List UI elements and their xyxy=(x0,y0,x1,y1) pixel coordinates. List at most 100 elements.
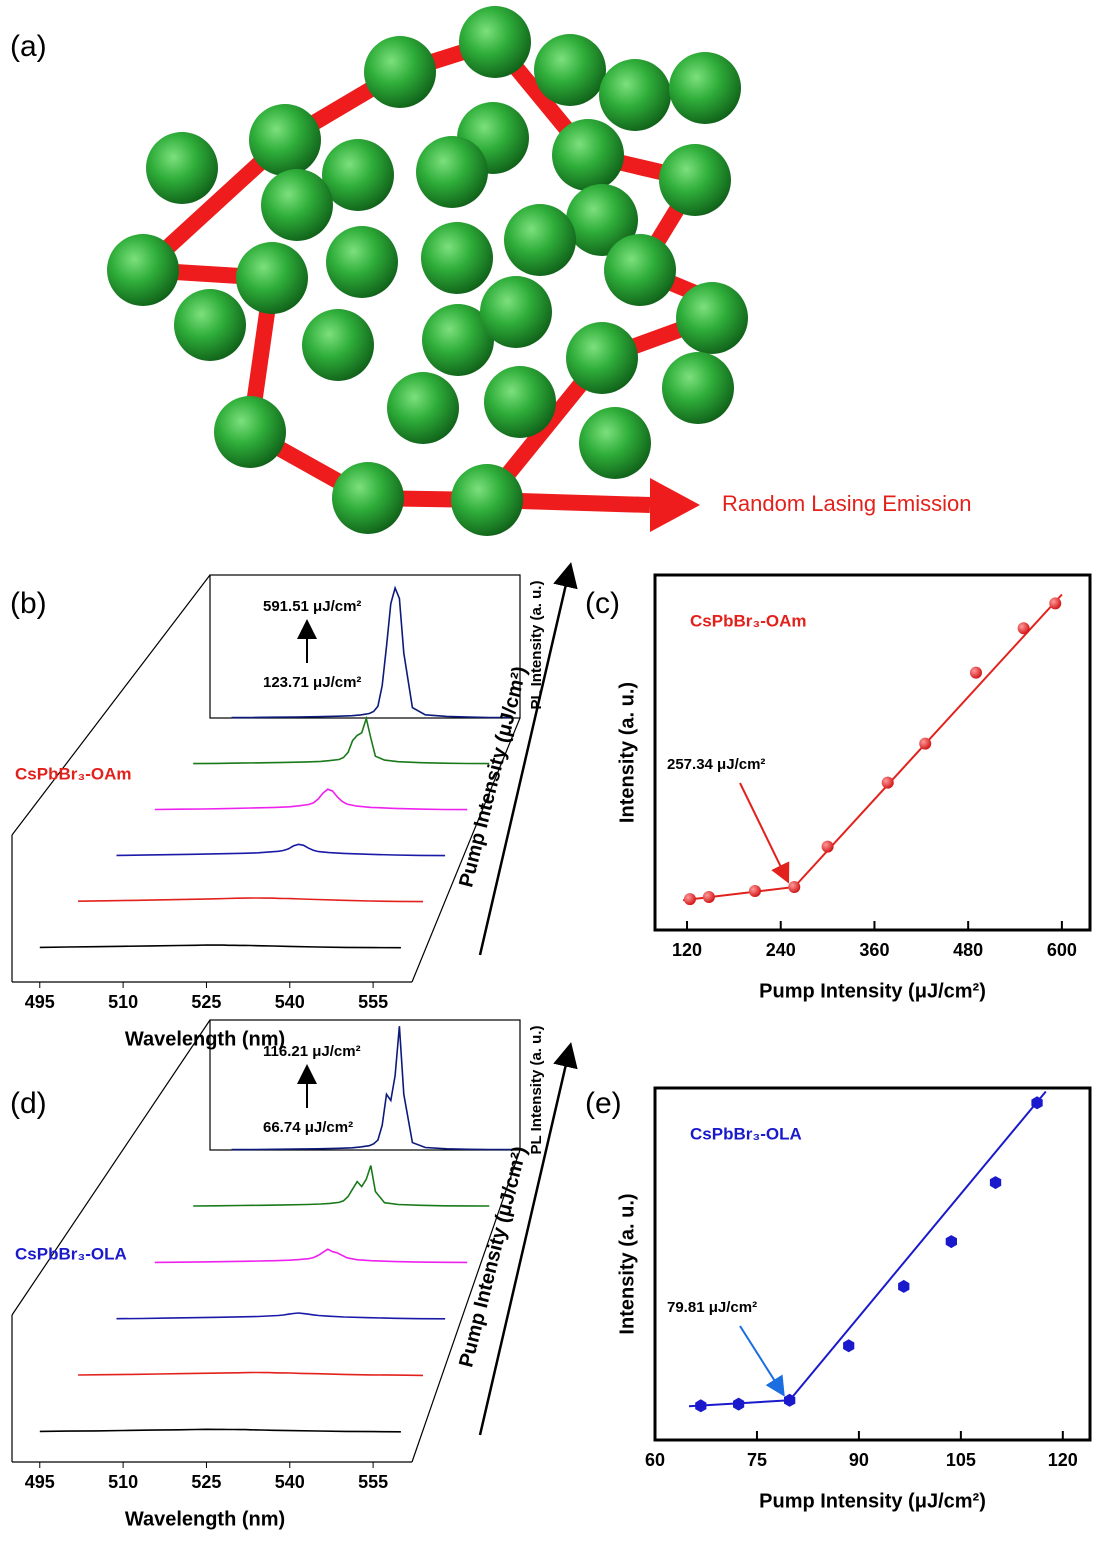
sphere xyxy=(504,204,576,276)
x-axis-label: Pump Intensity (μJ/cm²) xyxy=(759,980,986,1002)
sphere xyxy=(604,234,676,306)
x-tick-label: 555 xyxy=(358,1472,388,1492)
sphere xyxy=(480,276,552,348)
sphere xyxy=(459,6,531,78)
figure: Random Lasing Emission (a)(b)(c)(d)(e)49… xyxy=(0,0,1093,1563)
data-point xyxy=(843,1339,854,1352)
panel-label: (b) xyxy=(10,587,47,620)
sphere xyxy=(416,136,488,208)
sphere xyxy=(552,119,624,191)
sphere xyxy=(249,104,321,176)
data-point xyxy=(788,881,800,893)
x-tick-label: 120 xyxy=(672,940,702,960)
spectrum xyxy=(78,898,423,902)
x-axis-label: Wavelength (nm) xyxy=(125,1028,285,1050)
back-wall xyxy=(210,575,520,718)
x-tick-label: 525 xyxy=(191,1472,221,1492)
x-tick-label: 495 xyxy=(25,992,55,1012)
panel-label: (d) xyxy=(10,1087,47,1120)
annotation-arrow xyxy=(740,783,787,880)
data-point xyxy=(990,1176,1001,1189)
fit-line xyxy=(683,887,794,900)
sphere xyxy=(107,234,179,306)
sphere xyxy=(421,222,493,294)
fit-line xyxy=(790,1092,1046,1401)
x-tick-label: 60 xyxy=(645,1450,665,1470)
emission-arrow-head xyxy=(650,478,700,532)
box-edge xyxy=(12,1020,210,1315)
sphere xyxy=(332,462,404,534)
sphere xyxy=(566,322,638,394)
sphere xyxy=(669,52,741,124)
annotation: 123.71 μJ/cm² xyxy=(263,674,361,691)
z-axis-label: Pump Intensity (μJ/cm²) xyxy=(455,1144,531,1369)
data-point xyxy=(898,1280,909,1293)
sample-label: CsPbBr₃-OAm xyxy=(15,764,132,783)
sphere xyxy=(659,144,731,216)
sample-label: CsPbBr₃-OLA xyxy=(690,1124,802,1143)
data-point xyxy=(946,1235,957,1248)
sphere xyxy=(214,396,286,468)
spectrum xyxy=(117,844,446,855)
sphere xyxy=(579,407,651,479)
page: Random Lasing Emission (a)(b)(c)(d)(e)49… xyxy=(0,0,1093,1563)
diagram: Random Lasing Emission xyxy=(107,6,971,536)
x-tick-label: 525 xyxy=(191,992,221,1012)
x-tick-label: 240 xyxy=(766,940,796,960)
annotation: 257.34 μJ/cm² xyxy=(667,756,765,773)
x-tick-label: 75 xyxy=(747,1450,767,1470)
spectrum xyxy=(155,1249,467,1262)
spectrum xyxy=(193,1166,489,1207)
data-point xyxy=(703,891,715,903)
sample-label: CsPbBr₃-OLA xyxy=(15,1244,127,1263)
sphere xyxy=(302,309,374,381)
sphere xyxy=(599,59,671,131)
data-point xyxy=(882,777,894,789)
x-axis-label: Pump Intensity (μJ/cm²) xyxy=(759,1490,986,1512)
caption: Random Lasing Emission xyxy=(722,491,971,516)
spectrum xyxy=(155,789,467,809)
sphere xyxy=(662,352,734,424)
data-point xyxy=(684,893,696,905)
data-point xyxy=(733,1398,744,1411)
data-point xyxy=(822,841,834,853)
spectrum xyxy=(78,1373,423,1376)
x-tick-label: 540 xyxy=(275,1472,305,1492)
x-tick-label: 510 xyxy=(108,992,138,1012)
x-tick-label: 600 xyxy=(1047,940,1077,960)
data-point xyxy=(749,885,761,897)
sphere xyxy=(146,132,218,204)
sphere xyxy=(261,169,333,241)
data-point xyxy=(1018,622,1030,634)
spectrum xyxy=(40,945,401,948)
x-tick-label: 495 xyxy=(25,1472,55,1492)
annotation: 66.74 μJ/cm² xyxy=(263,1119,353,1136)
annotation-arrow xyxy=(740,1326,783,1393)
sphere xyxy=(451,464,523,536)
x-tick-label: 360 xyxy=(859,940,889,960)
z-axis-label: Pump Intensity (μJ/cm²) xyxy=(455,664,531,889)
spectrum xyxy=(193,719,489,764)
x-tick-label: 510 xyxy=(108,1472,138,1492)
data-point xyxy=(970,667,982,679)
annotation: 116.21 μJ/cm² xyxy=(263,1043,361,1060)
annotation: 591.51 μJ/cm² xyxy=(263,598,361,615)
data-point xyxy=(919,738,931,750)
y-axis-label: Intensity (a. u.) xyxy=(616,1193,638,1334)
panel-label: (a) xyxy=(10,30,47,63)
sphere xyxy=(174,289,246,361)
sphere xyxy=(484,366,556,438)
sphere xyxy=(364,36,436,108)
sphere xyxy=(326,226,398,298)
data-point xyxy=(1049,597,1061,609)
x-tick-label: 105 xyxy=(946,1450,976,1470)
annotation: 79.81 μJ/cm² xyxy=(667,1299,757,1316)
sphere xyxy=(236,242,308,314)
sphere xyxy=(387,372,459,444)
sphere xyxy=(322,139,394,211)
y-axis-label: Intensity (a. u.) xyxy=(616,682,638,823)
y-axis-label: PL Intensity (a. u.) xyxy=(528,1026,545,1155)
spectrum xyxy=(117,1313,446,1319)
panel-label: (e) xyxy=(585,1087,622,1120)
sphere xyxy=(676,282,748,354)
